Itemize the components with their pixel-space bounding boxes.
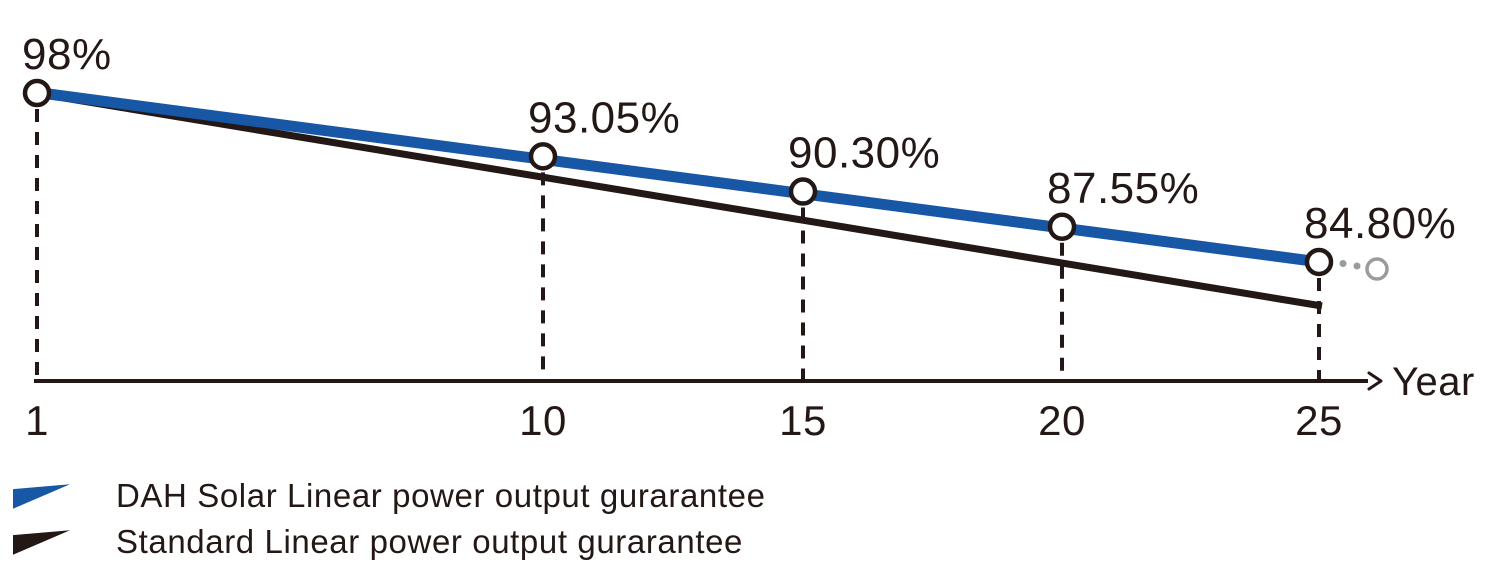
continuation-dot (1353, 262, 1361, 270)
data-point-label: 93.05% (528, 93, 680, 142)
legend-item-standard: Standard Linear power output gurarantee (13, 522, 766, 564)
legend-label-dah-solar: DAH Solar Linear power output gurarantee (116, 476, 766, 514)
x-tick-label: 10 (519, 397, 567, 444)
x-axis-title: Year (1392, 360, 1475, 404)
dah-series-triangle-icon (13, 484, 70, 509)
legend-label-standard: Standard Linear power output gurarantee (116, 522, 743, 560)
dah-series-line (40, 87, 1320, 268)
data-point-label: 87.55% (1047, 164, 1199, 213)
x-tick-label: 1 (25, 397, 49, 444)
data-point-label: 84.80% (1304, 199, 1456, 248)
data-point-marker (1047, 212, 1077, 242)
standard-series-line (45, 91, 1323, 310)
x-axis-arrow-icon (1367, 371, 1383, 391)
legend-item-dah-solar: DAH Solar Linear power output gurarantee (13, 476, 766, 518)
legend: DAH Solar Linear power output gurarantee… (13, 476, 766, 564)
x-tick-label: 25 (1295, 397, 1343, 444)
data-point-marker (22, 78, 52, 108)
data-point-marker (1304, 247, 1334, 277)
x-tick-label: 15 (779, 397, 827, 444)
standard-series-triangle-icon (13, 530, 70, 555)
data-point-label: 98% (22, 30, 112, 79)
continuation-open-circle (1365, 257, 1389, 281)
x-tick-label: 20 (1038, 397, 1086, 444)
data-point-marker (788, 177, 818, 206)
data-point-label: 90.30% (788, 129, 940, 178)
continuation-dot (1339, 260, 1347, 267)
data-point-marker (528, 142, 558, 171)
